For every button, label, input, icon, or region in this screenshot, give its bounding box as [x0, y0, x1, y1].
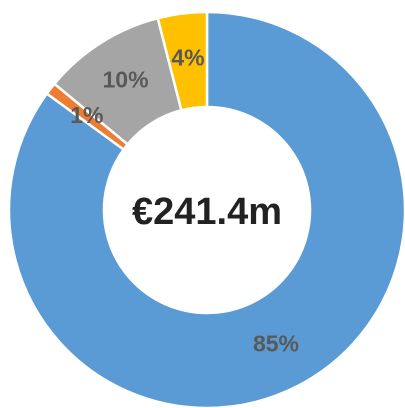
slice-label: 85% [253, 331, 299, 357]
slice [156, 10, 209, 112]
slices [7, 10, 405, 408]
slice-label: 10% [103, 67, 149, 93]
center-label: €241.4m [132, 191, 282, 233]
slice-label: 4% [171, 44, 204, 70]
labels: 85% 1%10% 4% [70, 44, 299, 356]
slice-label: 1% [70, 102, 103, 128]
